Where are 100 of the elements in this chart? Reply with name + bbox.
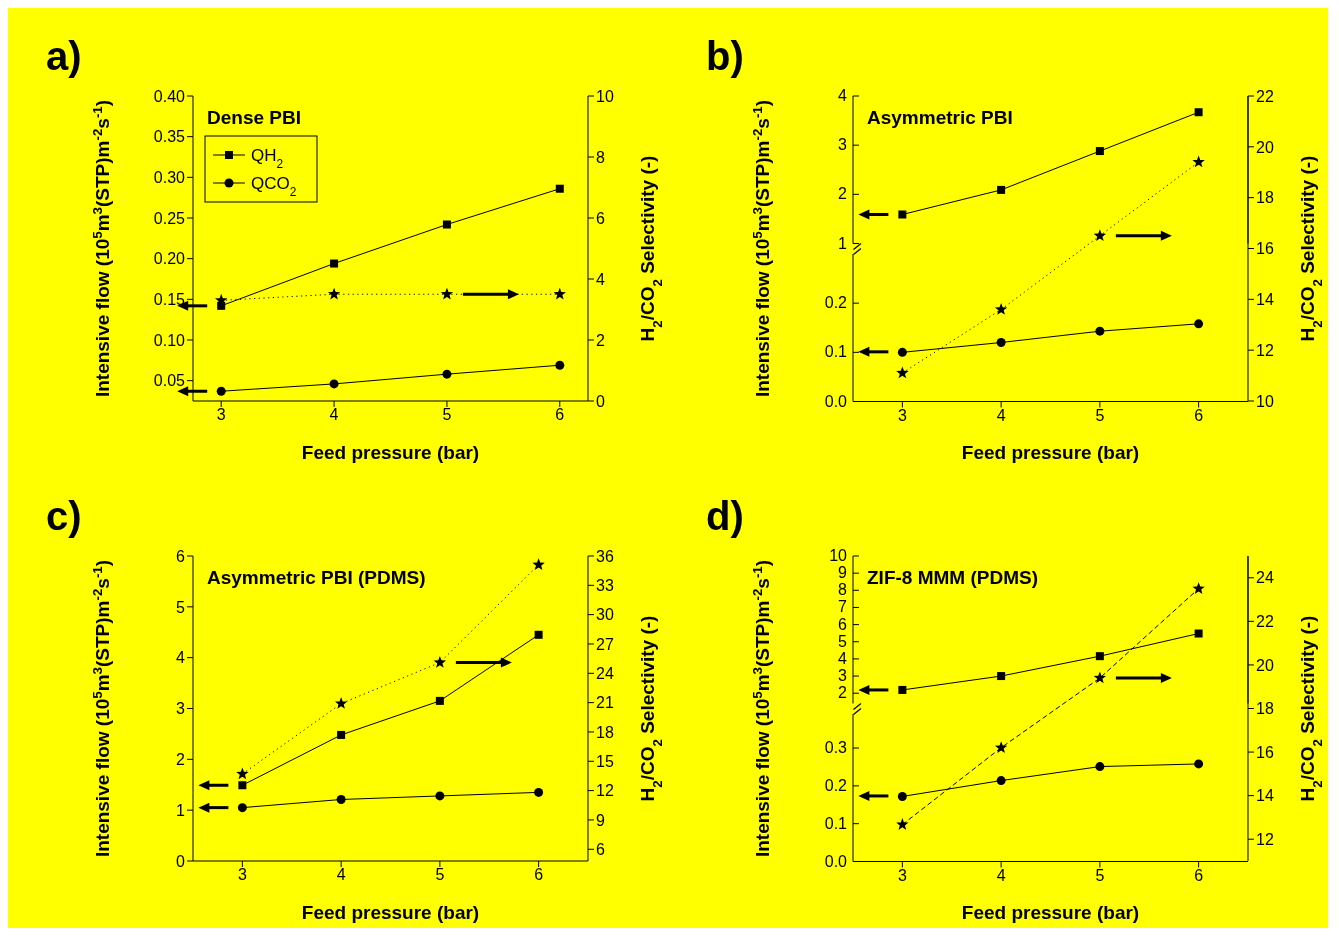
point [442,369,452,379]
y-tick-label: 5 [176,598,186,616]
point [996,775,1006,785]
y2-tick-label: 18 [1256,700,1274,718]
y-tick-label: 1 [176,801,186,819]
y-tick-label: 0.1 [824,814,848,832]
point [1194,629,1203,638]
y2-tick-label: 4 [596,270,605,288]
point [896,366,909,379]
y-tick-label: 10 [829,547,848,564]
y-tick-label: 2 [838,185,848,203]
text: c) [46,494,82,538]
point [897,791,907,801]
y-tick-label: 8 [838,581,848,599]
y2-tick-label: 30 [596,606,614,624]
y-tick-label: 0.2 [824,776,848,794]
y2-tick-label: 22 [1256,87,1274,105]
point [1194,318,1204,328]
y-tick-label: 0.35 [153,128,186,146]
point [330,259,339,268]
text: Asymmetric PBI [867,107,1013,128]
point [337,730,346,739]
y2-tick-label: 0 [596,392,605,410]
point [1095,761,1105,771]
legend-label: QCO$_{2}$ [251,174,297,199]
y-tick-label: 0.10 [153,331,186,349]
x-tick-label: 6 [534,866,544,884]
y-tick-label: 0.15 [153,291,186,309]
y-tick-label: 3 [838,136,848,154]
x-axis-title: Feed pressure (bar) [961,902,1140,923]
point [1095,652,1104,661]
y-tick-label: 0.0 [824,392,848,409]
point [334,697,348,709]
y2-tick-label: 10 [596,87,614,105]
y-tick-label: 2 [176,751,186,769]
x-tick-label: 4 [336,866,346,884]
x-tick-label: 5 [1095,406,1105,424]
y2-tick-label: 24 [596,664,614,682]
x-tick-label: 5 [435,866,445,884]
point [532,558,545,571]
point [433,656,447,668]
y-tick-label: 4 [838,649,848,667]
y-tick-label: 5 [838,632,848,650]
y-tick-label: 0.05 [153,372,186,390]
y2-tick-label: 16 [1256,743,1274,761]
y-tick-label: 4 [176,649,186,667]
point [898,685,907,694]
y-tick-label: 6 [176,547,186,565]
y-tick-label: 1 [838,234,848,252]
y2-tick-label: 6 [596,209,605,227]
y2-tick-label: 18 [596,723,614,741]
x-tick-label: 3 [897,406,907,424]
text: a) [46,34,82,78]
y2-tick-label: 14 [1256,291,1274,309]
y-tick-label: 0.25 [153,209,186,227]
x-tick-label: 6 [1194,406,1204,424]
y2-tick-label: 21 [596,694,614,712]
point [216,386,226,396]
y2-tick-label: 8 [596,148,605,166]
point [435,791,445,801]
text: Dense PBI [207,107,301,128]
y2-tick-label: 18 [1256,189,1274,207]
text: Asymmetric PBI (PDMS) [207,567,426,588]
x-tick-label: 4 [329,406,339,424]
y2-tick-label: 22 [1256,613,1274,631]
x-tick-label: 3 [237,866,247,884]
point [996,337,1006,347]
y-tick-label: 3 [176,700,186,718]
y-tick-label: 0.2 [824,293,848,311]
y-tick-label: 0.40 [153,87,186,105]
point [237,803,247,813]
y-tick-label: 0 [176,852,186,870]
x-axis-title: Feed pressure (bar) [961,442,1140,463]
point [997,672,1006,681]
point [534,787,544,797]
point [555,184,564,193]
point [336,794,346,804]
point [1095,147,1104,156]
text: b) [706,34,744,78]
point [997,185,1006,194]
y2-tick-label: 16 [1256,240,1274,258]
y-tick-label: 0.20 [153,250,186,268]
y2-tick-label: 10 [1256,392,1274,410]
x-tick-label: 6 [1194,866,1204,884]
y2-tick-label: 12 [1256,341,1274,359]
point [1093,229,1107,242]
point [898,210,907,219]
x-axis-title: Feed pressure (bar) [301,442,480,463]
y2-tick-label: 9 [596,811,605,829]
y2-tick-label: 15 [596,752,614,770]
point [1095,326,1105,336]
y2-tick-label: 12 [1256,830,1274,848]
x-tick-label: 4 [996,866,1006,884]
y2-tick-label: 2 [596,331,605,349]
x-tick-label: 3 [216,406,226,424]
y-tick-label: 3 [838,667,848,685]
y-tick-label: 4 [838,87,848,104]
legend-label: QH$_{2}$ [251,146,284,171]
point [555,360,565,370]
point [897,347,907,357]
